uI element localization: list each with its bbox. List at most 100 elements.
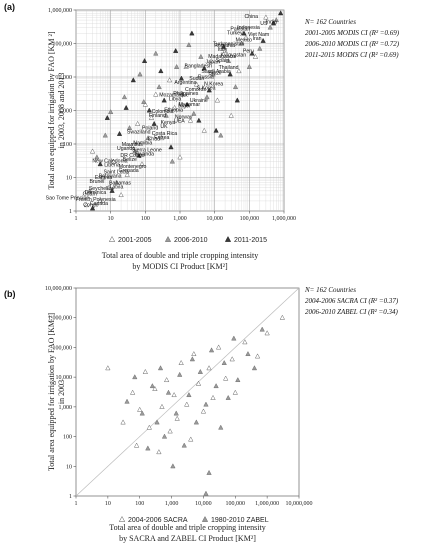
country-annotation: Mauritius bbox=[122, 142, 143, 148]
y-axis-label: Total area equipped for irrigation by FA… bbox=[47, 31, 56, 189]
country-annotation: Sierra Leone bbox=[132, 147, 162, 153]
chart-panel-1: 1 10 100 1,000 10,000 100,000 1,000,000 1 10 100 1… bbox=[4, 2, 400, 271]
data-point bbox=[254, 353, 261, 359]
data-point bbox=[158, 68, 164, 74]
data-point bbox=[263, 14, 269, 20]
data-point bbox=[164, 377, 170, 382]
country-annotation: Latvia bbox=[110, 185, 124, 191]
data-point bbox=[154, 419, 160, 425]
x-tick-label: 1 bbox=[75, 501, 78, 507]
data-point bbox=[139, 410, 145, 416]
country-annotation: Poland bbox=[142, 125, 158, 131]
data-point bbox=[181, 442, 187, 448]
country-annotation: UEA bbox=[174, 119, 185, 125]
country-annotation: Bahamas bbox=[109, 180, 131, 186]
x-tick-label: 1,000 bbox=[165, 501, 179, 507]
data-point bbox=[110, 158, 117, 164]
data-point bbox=[220, 43, 227, 49]
data-point bbox=[235, 377, 241, 382]
data-point bbox=[257, 45, 263, 51]
data-point bbox=[218, 132, 224, 138]
data-point bbox=[242, 339, 248, 345]
data-point bbox=[259, 326, 265, 332]
data-point bbox=[191, 351, 197, 356]
y-tick-label: 100 bbox=[63, 435, 72, 441]
stats-note: 2006-2010 MODIS CI (R² =0.72) bbox=[305, 40, 400, 48]
data-point bbox=[151, 120, 157, 126]
country-annotation: Canada bbox=[90, 201, 108, 207]
legend-label: 2006-2010 bbox=[174, 237, 208, 244]
country-annotation: Namibia bbox=[133, 141, 152, 147]
data-point bbox=[134, 442, 140, 448]
country-annotation: Romania bbox=[214, 43, 235, 49]
country-annotation: New Caledonia bbox=[92, 158, 127, 164]
data-point bbox=[260, 37, 266, 43]
country-annotation: Rwanda bbox=[135, 152, 154, 158]
country-annotation: US bbox=[260, 21, 268, 27]
data-point bbox=[169, 158, 175, 164]
legend-label: 2001-2005 bbox=[118, 237, 152, 244]
data-point bbox=[152, 385, 158, 391]
country-annotation: Seychelles bbox=[89, 186, 114, 192]
data-point bbox=[97, 161, 103, 167]
x-tick-label: 1 bbox=[75, 216, 78, 222]
data-point bbox=[124, 171, 130, 177]
data-point bbox=[123, 104, 129, 110]
data-point bbox=[243, 34, 249, 40]
x-axis-label: by MODIS CI Product [KM²] bbox=[132, 262, 228, 271]
data-point bbox=[148, 114, 155, 120]
data-point bbox=[252, 53, 259, 59]
country-annotation: Congo bbox=[83, 202, 98, 208]
data-point bbox=[225, 394, 231, 400]
data-point bbox=[132, 374, 138, 380]
country-annotation: Brunei bbox=[89, 179, 104, 185]
country-annotation: Japan bbox=[205, 59, 219, 65]
data-point bbox=[214, 97, 221, 103]
data-point bbox=[149, 383, 156, 389]
country-annotation: Madagascar bbox=[208, 54, 237, 60]
data-point bbox=[137, 71, 143, 77]
legend-label: 1980-2010 ZABEL bbox=[211, 517, 269, 524]
country-annotation: Philippines bbox=[173, 91, 198, 97]
data-point bbox=[222, 47, 228, 53]
country-annotation: Saint Lucia bbox=[104, 169, 130, 175]
x-axis-label: by SACRA and ZABEL CI Product [KM²] bbox=[119, 534, 256, 543]
x-tick-label: 100 bbox=[135, 501, 144, 507]
country-annotation: Iran bbox=[253, 36, 262, 42]
data-point bbox=[170, 463, 176, 469]
country-annotation: Libya bbox=[169, 97, 182, 103]
y-tick-label: 1,000 bbox=[59, 405, 73, 411]
country-annotation: Bangladesh bbox=[185, 64, 213, 70]
data-point bbox=[126, 125, 133, 130]
data-point bbox=[210, 71, 216, 77]
data-point bbox=[239, 40, 245, 46]
country-annotation: Norway bbox=[175, 114, 193, 120]
panel-label: (a) bbox=[4, 2, 15, 12]
data-point bbox=[234, 97, 240, 103]
data-point bbox=[186, 42, 192, 48]
country-annotation: Kyrgyzstan bbox=[221, 53, 247, 59]
x-tick-label: 10,000 bbox=[206, 216, 223, 222]
country-annotation: UK bbox=[160, 124, 168, 130]
data-point bbox=[232, 389, 238, 395]
country-annotation: Pakistan bbox=[230, 26, 250, 32]
data-point bbox=[137, 406, 143, 412]
y-tick-label: 10,000,000 bbox=[45, 286, 72, 292]
stats-note: 2004-2006 SACRA CI (R² =0.37) bbox=[305, 297, 399, 305]
data-point bbox=[106, 184, 112, 190]
data-point bbox=[83, 202, 90, 208]
country-annotation: Estonia bbox=[95, 175, 112, 181]
country-annotation: Kenya bbox=[161, 120, 176, 126]
country-annotation: Turkmenistan bbox=[213, 42, 244, 48]
y-tick-label: 1,000,000 bbox=[48, 316, 72, 322]
stats-note: 2006-2010 ZABEL CI (R² =0.34) bbox=[305, 308, 398, 316]
y-tick-label: 100,000 bbox=[53, 42, 73, 48]
legend-marker bbox=[164, 235, 172, 242]
country-annotation: Guam bbox=[83, 191, 97, 197]
data-point bbox=[163, 112, 169, 118]
data-point bbox=[216, 344, 222, 350]
data-point bbox=[172, 104, 178, 110]
data-point bbox=[124, 398, 130, 404]
y-tick-label: 100,000 bbox=[53, 345, 73, 351]
